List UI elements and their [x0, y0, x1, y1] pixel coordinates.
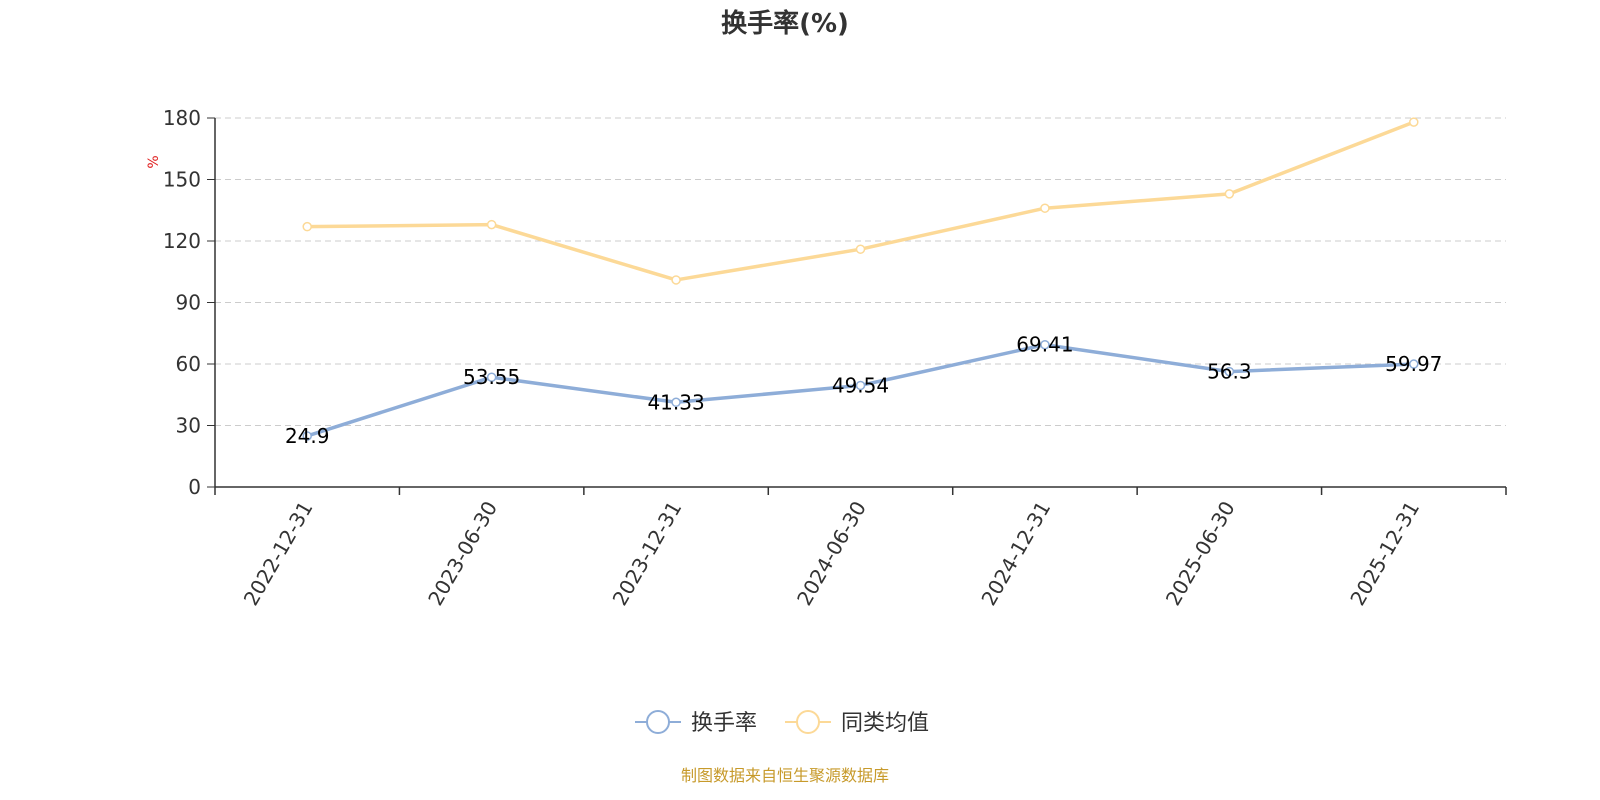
x-axis-tick-label: 2024-12-31 — [976, 497, 1055, 610]
series-line-peer-average — [307, 120, 1415, 282]
y-axis-tick-label: 30 — [176, 414, 201, 438]
data-point — [1224, 189, 1235, 199]
data-labels: 24.9 53.55 41.33 49.54 69.41 56.3 59.97 — [285, 333, 1442, 448]
legend-label: 同类均值 — [841, 711, 929, 736]
data-point — [1224, 366, 1235, 377]
y-axis-tick-label: 60 — [176, 352, 201, 376]
data-label: 24.9 — [285, 424, 330, 448]
legend-marker-icon — [646, 710, 670, 734]
series-lines — [302, 117, 1419, 441]
x-axis-tick-label: 2022-12-31 — [239, 497, 318, 610]
data-point — [855, 380, 866, 391]
data-label: 49.54 — [832, 373, 889, 397]
data-point — [486, 372, 497, 382]
data-label: 53.55 — [463, 365, 520, 389]
y-axis-unit-label: % — [146, 155, 162, 168]
legend-label: 换手率 — [691, 711, 757, 736]
data-point — [1040, 339, 1050, 350]
chart-title: 换手率(%) — [721, 8, 849, 39]
data-point — [486, 219, 497, 230]
data-label: 69.41 — [1016, 333, 1073, 357]
x-axis-tick-label: 2025-12-31 — [1345, 497, 1424, 610]
y-axis-tick-label: 150 — [163, 168, 201, 192]
y-axis-tick-label: 0 — [188, 475, 201, 499]
legend[interactable]: 换手率 同类均值 — [635, 710, 929, 736]
legend-marker-icon — [796, 710, 820, 734]
legend-item-peer-average[interactable]: 同类均值 — [785, 710, 929, 736]
y-axis-tick-label: 90 — [176, 291, 201, 315]
data-point — [671, 397, 681, 408]
data-point — [1409, 359, 1419, 369]
x-axis-tick-label: 2024-06-30 — [792, 497, 871, 610]
x-axis-tick-label: 2025-06-30 — [1161, 497, 1240, 610]
data-point — [1040, 203, 1050, 213]
data-point — [302, 221, 312, 232]
y-axis-tick-label: 180 — [163, 106, 201, 130]
data-label: 56.3 — [1207, 360, 1252, 384]
data-label: 59.97 — [1385, 352, 1442, 376]
data-source-note: 制图数据来自恒生聚源数据库 — [681, 766, 889, 785]
data-point — [1409, 117, 1419, 127]
grid-lines — [215, 117, 1506, 426]
data-point — [855, 244, 866, 254]
data-label: 41.33 — [647, 390, 704, 414]
legend-item-turnover[interactable]: 换手率 — [635, 710, 757, 736]
y-axis-tick-label: 120 — [163, 229, 201, 253]
x-axis-tick-label: 2023-06-30 — [423, 497, 502, 610]
data-point — [671, 275, 681, 285]
x-axis-tick-label: 2023-12-31 — [608, 497, 687, 610]
data-point — [302, 431, 312, 441]
axes: 0 30 60 90 120 150 180 2022-12-31 2023-06-30 2023… — [163, 106, 1507, 610]
